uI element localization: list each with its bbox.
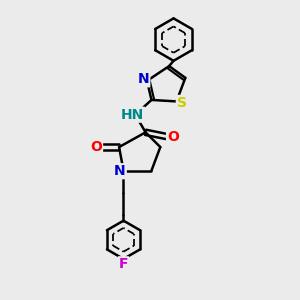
Text: O: O [90,140,102,154]
Text: F: F [119,257,128,271]
Text: N: N [114,164,126,178]
Text: N: N [138,72,149,86]
Text: S: S [177,96,187,110]
Text: HN: HN [121,108,144,122]
Text: O: O [167,130,179,144]
